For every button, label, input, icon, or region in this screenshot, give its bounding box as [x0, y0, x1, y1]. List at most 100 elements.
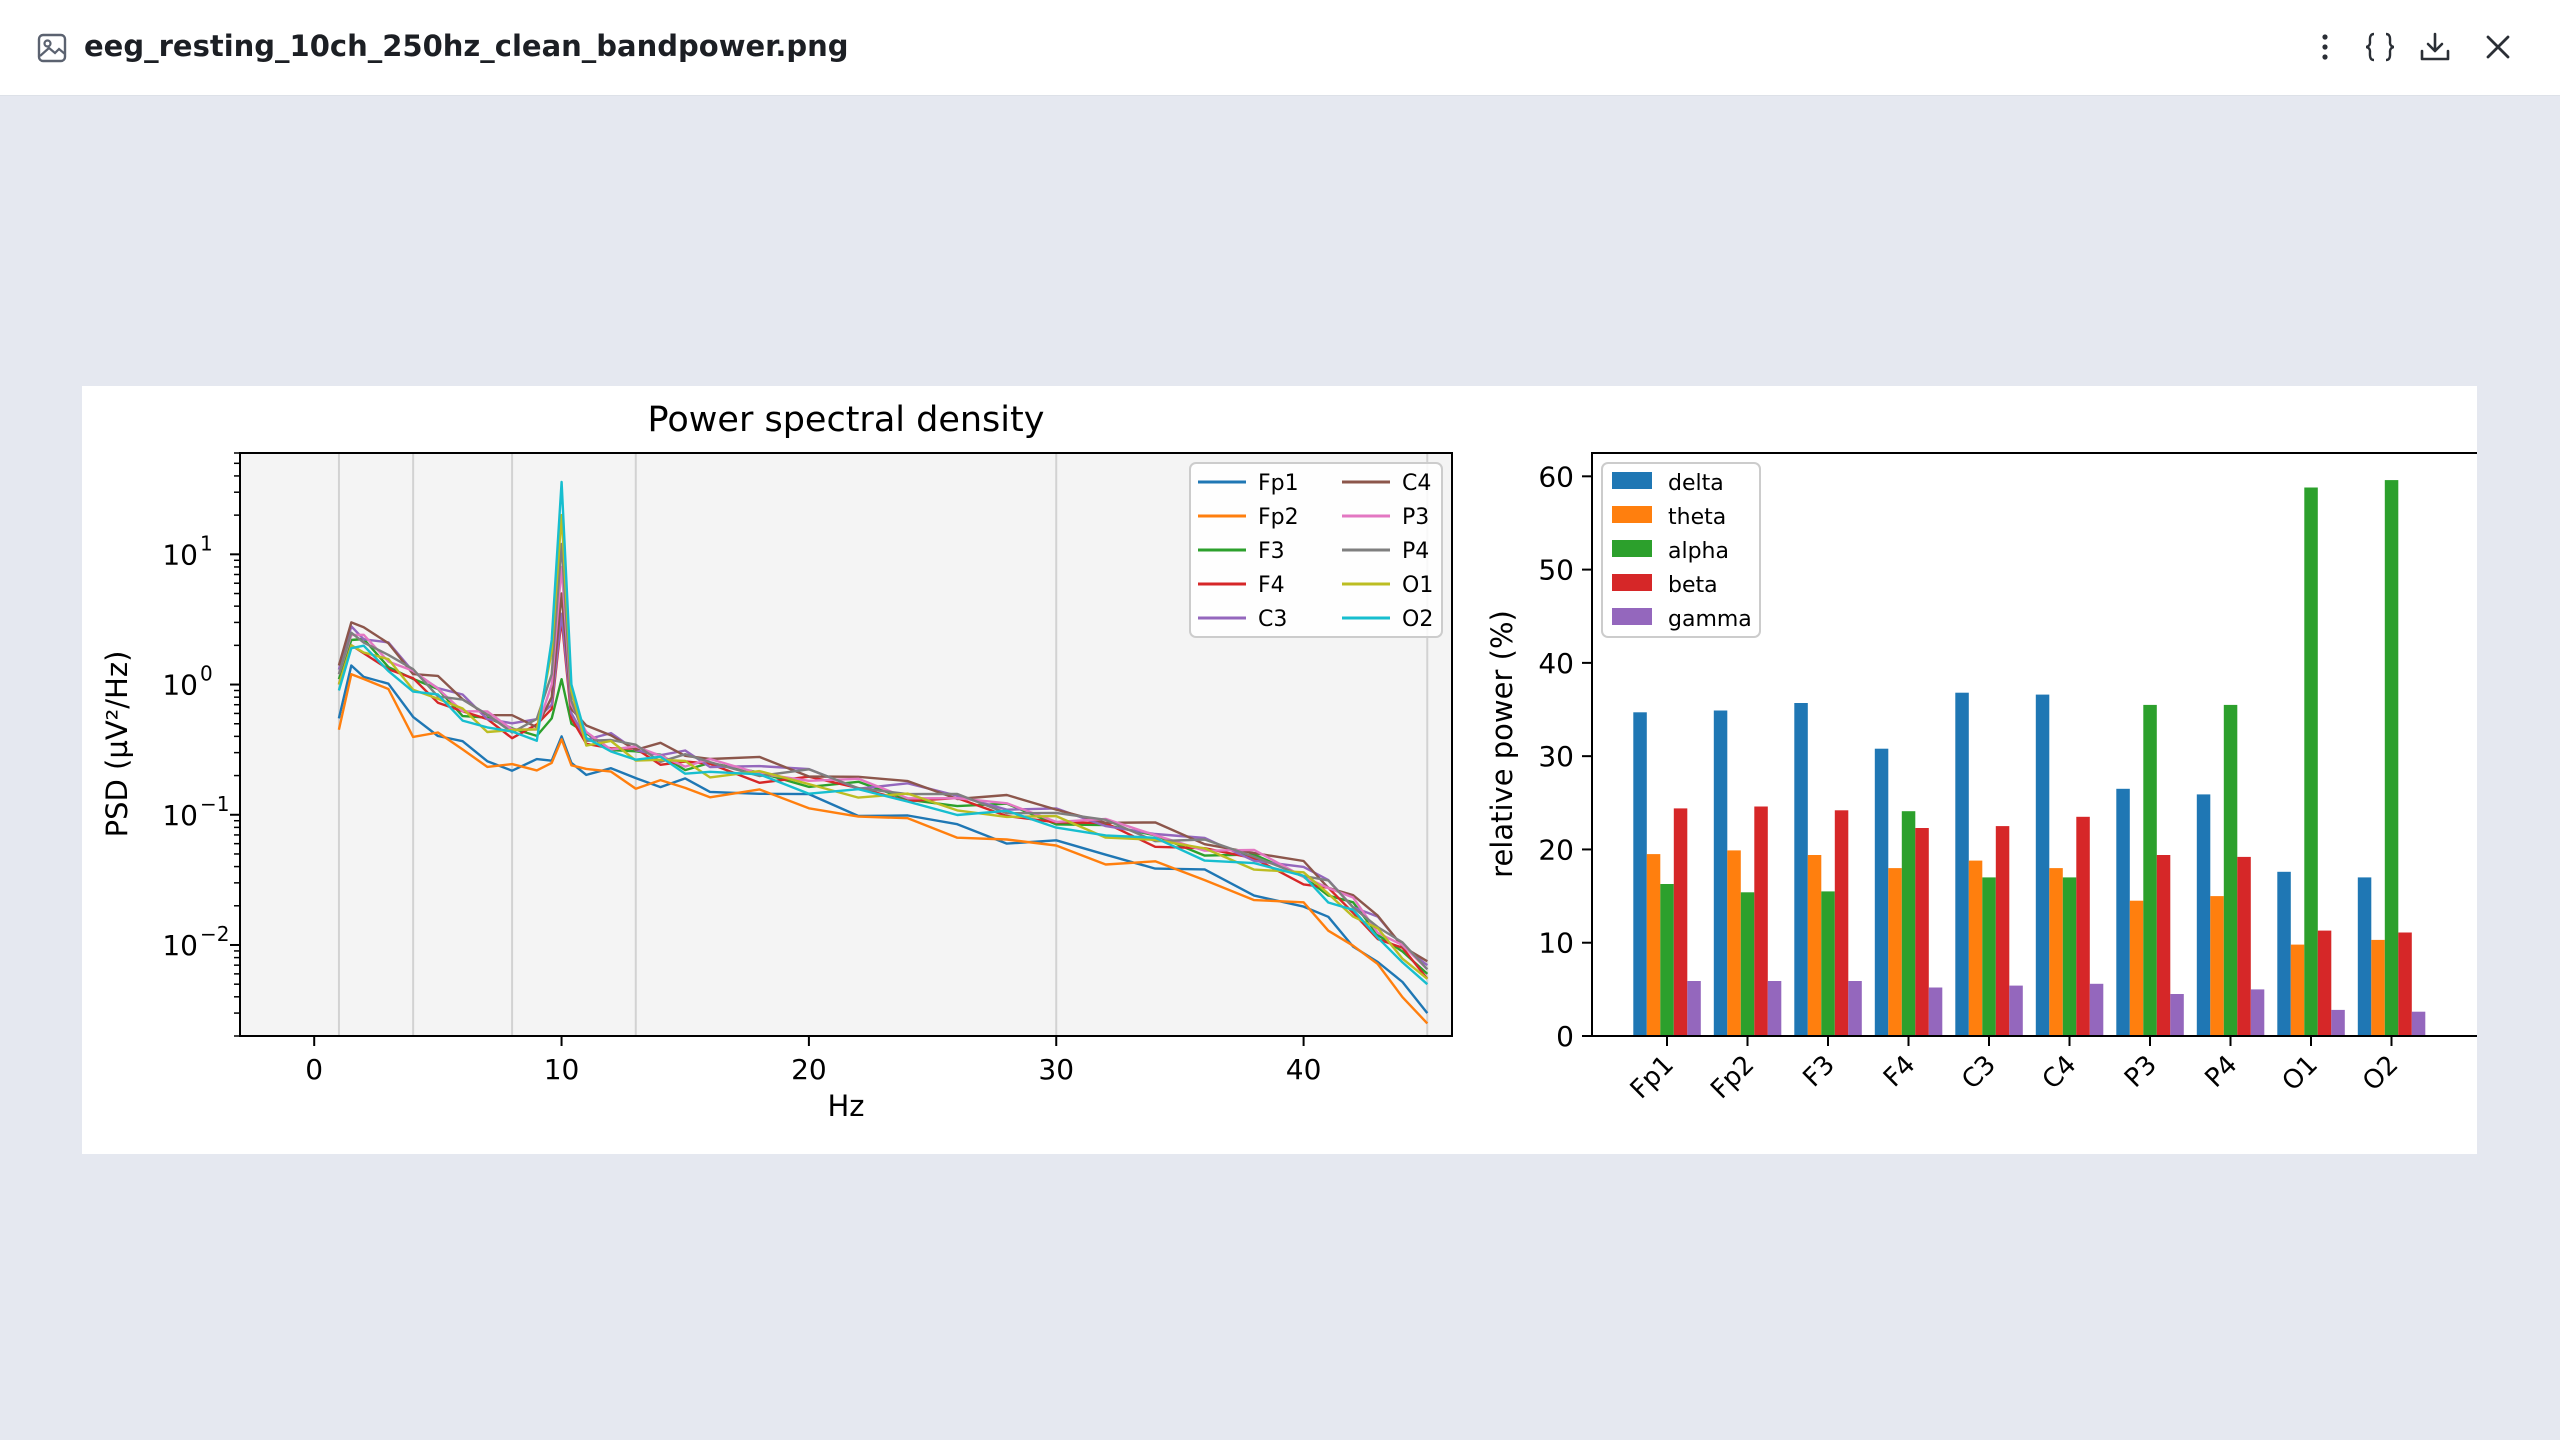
bar-alpha-f3: [1821, 891, 1835, 1036]
bar-theta-p4: [2210, 896, 2224, 1036]
psd-legend-label: C3: [1258, 607, 1287, 632]
psd-series-line-fp2: [337, 673, 1429, 1025]
bar-beta-o1: [2317, 930, 2332, 1036]
psd-y-tick-label: 10: [162, 669, 198, 702]
bar-gamma-c4: [2089, 983, 2104, 1036]
psd-legend-label: Fp2: [1258, 505, 1299, 530]
bar-x-tick-label: F4: [1878, 1050, 1921, 1093]
bar-gamma-c3: [2009, 985, 2023, 1036]
bar-theta-fp2: [1727, 850, 1741, 1036]
bar-theta-fp1: [1646, 854, 1661, 1036]
psd-y-tick-exponent: 0: [200, 662, 213, 686]
bar-alpha-p4: [2223, 704, 2238, 1036]
bar-beta-c4: [2076, 816, 2090, 1036]
bar-gamma-p3: [2170, 994, 2184, 1036]
bar-y-tick-label: 10: [1538, 927, 1574, 960]
bar-theta-p3: [2129, 900, 2144, 1036]
bar-y-tick-label: 50: [1538, 554, 1574, 587]
psd-legend-label: O1: [1402, 573, 1433, 598]
bar-beta-f3: [1834, 810, 1849, 1036]
psd-y-tick-exponent: −2: [200, 922, 229, 946]
bar-delta-p3: [2116, 788, 2130, 1036]
bar-legend-swatch-alpha: [1612, 540, 1652, 557]
bar-legend-label: alpha: [1668, 539, 1729, 564]
bar-gamma-p4: [2250, 989, 2265, 1036]
psd-x-tick-label: 10: [544, 1053, 580, 1086]
bar-legend-swatch-delta: [1612, 472, 1652, 489]
download-button[interactable]: [2412, 24, 2458, 70]
psd-series-line-f3: [337, 637, 1429, 975]
bar-alpha-p3: [2143, 704, 2157, 1036]
bar-alpha-c3: [1982, 877, 1996, 1036]
bar-delta-c3: [1955, 692, 1969, 1036]
psd-series-line-p4: [337, 542, 1429, 971]
psd-x-tick-label: 40: [1286, 1053, 1322, 1086]
psd-y-tick-exponent: −1: [200, 792, 229, 816]
bar-y-tick-label: 0: [1556, 1020, 1574, 1053]
file-name: eeg_resting_10ch_250hz_clean_bandpower.p…: [84, 29, 849, 63]
bar-theta-c4: [2049, 868, 2063, 1036]
psd-y-tick-label: 10: [162, 538, 198, 571]
more-options-button[interactable]: [2302, 24, 2348, 70]
bar-theta-f4: [1888, 868, 1902, 1036]
bar-gamma-f4: [1928, 987, 1943, 1036]
bar-gamma-fp1: [1687, 981, 1701, 1036]
bar-gamma-fp2: [1767, 981, 1782, 1036]
bar-axes-frame: [1591, 452, 2477, 1037]
bar-theta-o1: [2290, 944, 2305, 1036]
psd-legend-label: P3: [1402, 505, 1429, 530]
bar-legend-swatch-beta: [1612, 574, 1652, 591]
bar-x-tick-label: F3: [1797, 1050, 1840, 1093]
view-json-button[interactable]: [2357, 24, 2403, 70]
psd-x-tick-label: 30: [1038, 1053, 1074, 1086]
bar-beta-c3: [1995, 826, 2010, 1036]
bar-delta-p4: [2196, 794, 2211, 1036]
bar-beta-fp2: [1754, 806, 1768, 1036]
psd-legend-box: [1189, 462, 1443, 638]
bar-x-tick-label: Fp1: [1625, 1050, 1680, 1105]
bar-legend-label: delta: [1668, 471, 1724, 496]
bar-alpha-f4: [1901, 811, 1916, 1036]
bar-y-tick-label: 60: [1538, 460, 1574, 493]
bar-x-tick-label: C4: [2037, 1050, 2083, 1096]
more-vertical-icon: [2322, 34, 2328, 60]
bar-theta-c3: [1968, 860, 1983, 1036]
bar-y-tick-label: 40: [1538, 647, 1574, 680]
bar-alpha-fp2: [1740, 892, 1755, 1036]
bar-y-tick-label: 30: [1538, 740, 1574, 773]
bar-delta-fp2: [1713, 710, 1728, 1036]
bar-y-axis-label: relative power (%): [1485, 610, 1519, 878]
bar-x-tick-label: P3: [2119, 1050, 2163, 1094]
bar-y-tick-label: 20: [1538, 833, 1574, 866]
bar-gamma-f3: [1848, 981, 1862, 1036]
psd-legend-label: F4: [1258, 573, 1285, 598]
bar-legend: delta theta alpha beta gamma: [1601, 462, 1761, 638]
image-preview: 0 10 20 30 40 10 1 10 0 10 −1 10 −2 Power spectral …: [82, 386, 2477, 1154]
psd-series-line-fp1: [337, 664, 1429, 1014]
psd-title: Power spectral density: [648, 400, 1045, 440]
bar-alpha-o2: [2384, 480, 2399, 1037]
download-icon: [2420, 32, 2450, 61]
bar-legend-label: gamma: [1668, 607, 1752, 632]
bar-beta-fp1: [1673, 808, 1688, 1036]
bar-x-tick-label: O1: [2277, 1050, 2324, 1097]
close-button[interactable]: [2475, 24, 2521, 70]
bar-alpha-o1: [2304, 487, 2318, 1036]
bar-delta-o1: [2277, 871, 2291, 1036]
close-icon: [2486, 35, 2510, 59]
bar-delta-f4: [1874, 748, 1889, 1036]
psd-y-tick-label: 10: [162, 799, 198, 832]
psd-legend-label: Fp1: [1258, 471, 1299, 496]
bar-x-tick-label: Fp2: [1705, 1050, 1760, 1105]
code-braces-icon: [2365, 32, 2395, 62]
bar-alpha-fp1: [1660, 884, 1674, 1036]
psd-series-line-o1: [337, 513, 1429, 980]
psd-y-tick-exponent: 1: [200, 531, 213, 555]
bar-beta-p4: [2237, 856, 2251, 1036]
psd-legend-label: O2: [1402, 607, 1433, 632]
bar-beta-f4: [1915, 828, 1929, 1036]
bar-legend-swatch-theta: [1612, 506, 1652, 523]
bar-beta-o2: [2398, 932, 2412, 1036]
